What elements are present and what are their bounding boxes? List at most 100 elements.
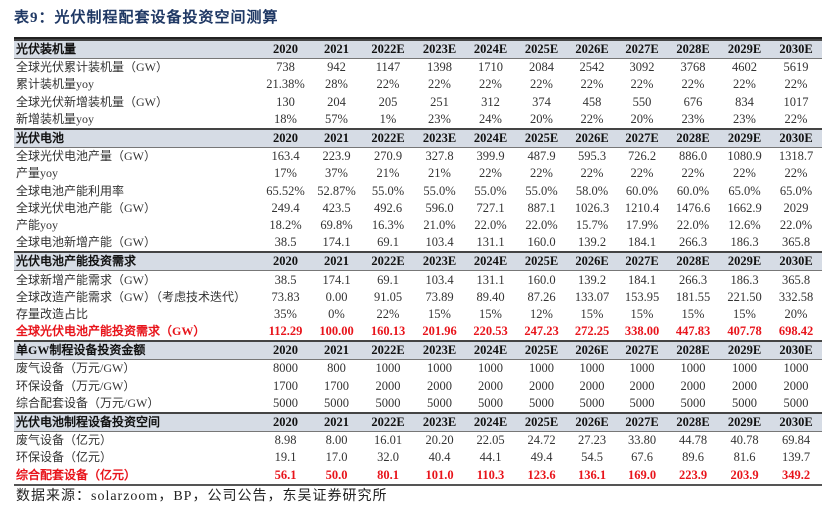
value-cell: 23%: [681, 111, 705, 126]
year-header: 2021: [311, 340, 362, 361]
value-cell: 91.05: [373, 289, 403, 304]
value-cell: 1700: [324, 378, 349, 393]
year-header: 2024E: [465, 411, 516, 433]
value-cell: 58.0%: [575, 183, 609, 198]
section-title: 光伏电池制程设备投资空间: [14, 411, 260, 433]
year-header: 2030E: [770, 340, 822, 361]
value-cell: 5000: [324, 395, 349, 410]
value-cell: 1700: [273, 378, 298, 393]
year-header: 2026E: [567, 127, 617, 149]
value-cell: 20%: [784, 306, 808, 321]
value-cell: 139.7: [781, 450, 811, 465]
value-cell: 5000: [427, 395, 452, 410]
value-cell: 69.1: [377, 272, 399, 287]
value-cell: 44.78: [678, 433, 708, 448]
year-header: 2025E: [516, 251, 567, 272]
section-title: 光伏电池产能投资需求: [14, 251, 260, 272]
table-row: 废气设备（万元/GW） 8000 800 1000 1000 1000 1000 1000 10…: [14, 360, 822, 378]
year-header: 2021: [311, 251, 362, 272]
row-label: 环保设备（万元/GW）: [16, 378, 136, 393]
value-cell: 69.1: [377, 235, 399, 250]
table-row: 全球光伏新增装机量（GW） 130 204 205 251 312 374 458 550 676…: [14, 94, 822, 111]
value-cell: 15.7%: [575, 217, 609, 232]
year-header: 2030E: [770, 39, 822, 60]
value-cell: 38.5: [274, 272, 297, 287]
value-cell: 15%: [479, 306, 502, 321]
value-cell: 22%: [630, 166, 654, 181]
value-cell: 55.0%: [474, 183, 507, 198]
value-cell: 221.50: [727, 289, 762, 304]
value-cell: 22%: [580, 166, 604, 181]
value-cell: 22%: [479, 77, 502, 92]
year-header: 2028E: [667, 340, 719, 361]
table-row: 综合配套设备（亿元） 56.1 50.0 80.1 101.0 110.3 123.6 136…: [14, 466, 822, 486]
value-cell: 203.9: [719, 466, 770, 486]
year-header: 2027E: [617, 411, 667, 433]
value-cell: 595.3: [577, 149, 607, 164]
value-cell: 332.58: [778, 289, 814, 304]
year-header: 2029E: [719, 251, 770, 272]
row-label: 产能yoy: [16, 217, 59, 232]
value-cell: 20%: [630, 111, 654, 126]
table-row: 全球光伏电池产量（GW） 163.4 223.9 270.9 327.8 399.9 487…: [14, 148, 822, 166]
value-cell: 17.0: [325, 450, 348, 465]
value-cell: 5000: [680, 395, 706, 410]
value-cell: 550: [632, 94, 652, 109]
value-cell: 1000: [529, 361, 554, 376]
value-cell: 2000: [629, 378, 655, 393]
value-cell: 1000: [680, 361, 706, 376]
value-cell: 69.8%: [320, 217, 353, 232]
value-cell: 22.05: [476, 433, 505, 448]
year-header: 2020: [260, 39, 311, 60]
value-cell: 110.3: [465, 466, 516, 486]
value-cell: 698.42: [778, 324, 814, 339]
value-cell: 55.0%: [525, 183, 558, 198]
year-header: 2026E: [567, 340, 617, 361]
value-cell: 15%: [630, 306, 654, 321]
value-cell: 5000: [478, 395, 503, 410]
value-cell: 50.0: [311, 466, 362, 486]
value-cell: 726.2: [627, 149, 657, 164]
value-cell: 22%: [784, 166, 808, 181]
value-cell: 22%: [580, 111, 604, 126]
value-cell: 67.6: [631, 450, 653, 465]
year-header: 2022E: [362, 340, 414, 361]
row-label: 新增装机量yoy: [16, 111, 95, 126]
year-header: 2023E: [414, 340, 465, 361]
row-label: 综合配套设备（万元/GW）: [16, 395, 160, 410]
year-header: 2021: [311, 39, 362, 60]
value-cell: 186.3: [730, 235, 759, 250]
value-cell: 15%: [733, 306, 756, 321]
value-cell: 399.9: [476, 149, 505, 164]
value-cell: 136.1: [567, 466, 617, 486]
value-cell: 28%: [325, 77, 348, 92]
value-cell: 81.6: [733, 450, 756, 465]
value-cell: 19.1: [274, 450, 297, 465]
value-cell: 266.3: [678, 235, 708, 250]
value-cell: 184.1: [627, 272, 657, 287]
value-cell: 2000: [375, 378, 401, 393]
table-row: 全球电池新增产能（GW） 38.5 174.1 69.1 103.4 131.1 160.0…: [14, 234, 822, 252]
year-header: 2027E: [617, 127, 667, 149]
value-cell: 447.83: [675, 324, 711, 339]
value-cell: 22%: [733, 77, 756, 92]
value-cell: 101.0: [414, 466, 465, 486]
value-cell: 727.1: [476, 200, 505, 215]
value-cell: 223.9: [322, 149, 351, 164]
year-header: 2027E: [617, 39, 667, 60]
year-header: 2027E: [617, 251, 667, 272]
value-cell: 139.2: [577, 272, 607, 287]
year-header: 2027E: [617, 340, 667, 361]
value-cell: 17.9%: [625, 217, 659, 232]
value-cell: 17%: [274, 166, 297, 181]
value-cell: 160.0: [527, 235, 556, 250]
value-cell: 1000: [375, 361, 401, 376]
table-row: 综合配套设备（万元/GW） 5000 5000 5000 5000 5000 5000 500…: [14, 395, 822, 413]
value-cell: 153.95: [624, 289, 660, 304]
value-cell: 251: [430, 94, 449, 109]
investment-table: 光伏装机量 2020 2021 2022E 2023E 2024E 2025E 2026E 20…: [14, 39, 822, 486]
section-header-row: 光伏电池 2020 2021 2022E 2023E 2024E 2025E 2026E 202…: [14, 127, 822, 149]
value-cell: 596.0: [425, 200, 454, 215]
value-cell: 37%: [325, 166, 348, 181]
value-cell: 1000: [629, 361, 655, 376]
